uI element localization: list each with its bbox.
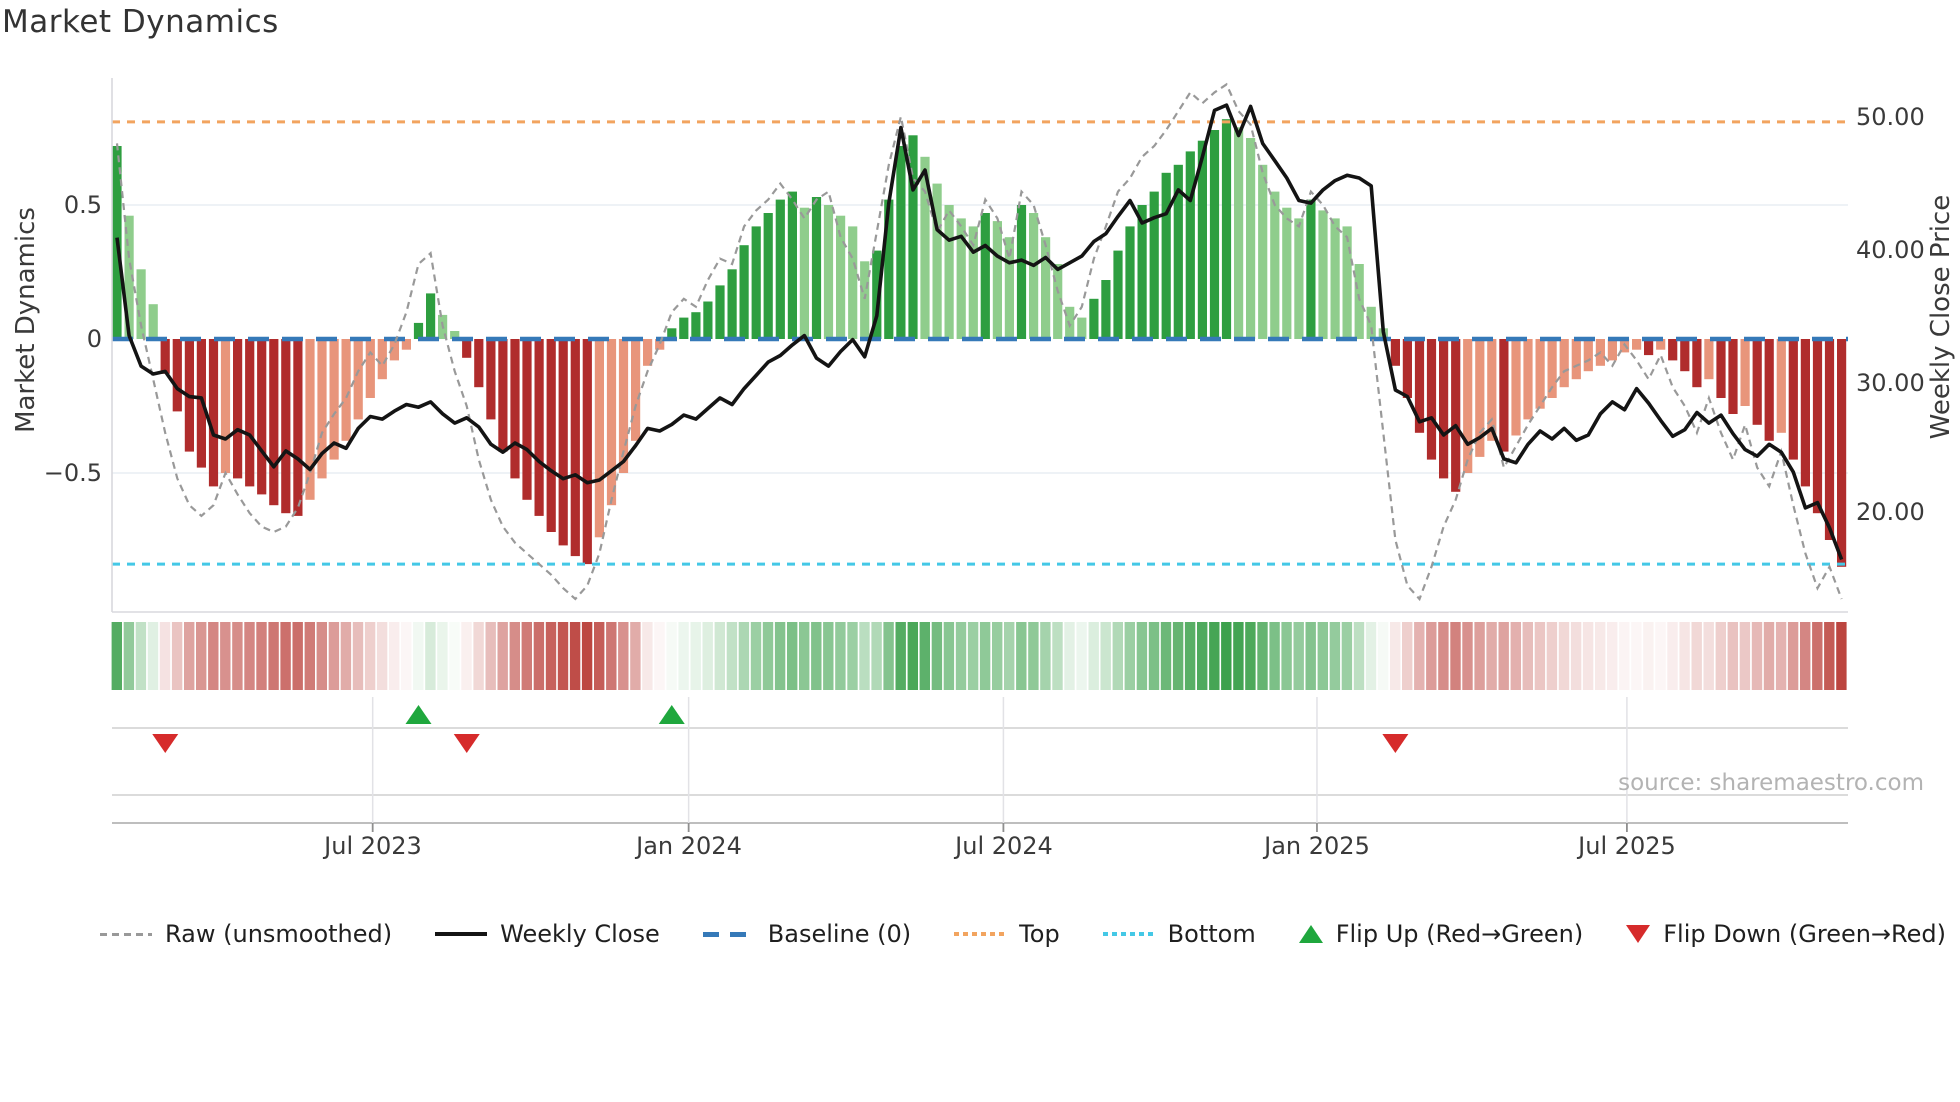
legend-item-bottom: Bottom <box>1102 920 1256 948</box>
chart-legend: Raw (unsmoothed) Weekly Close Baseline (… <box>100 920 1946 948</box>
legend-item-baseline: Baseline (0) <box>702 920 912 948</box>
right-axis-title: Weekly Close Price <box>1926 194 1956 440</box>
left-axis-title: Market Dynamics <box>11 207 41 433</box>
bottom-line-swatch-icon <box>1102 932 1155 936</box>
right-axis-tick-label: 20.00 <box>1856 498 1925 526</box>
legend-label: Weekly Close <box>500 920 660 948</box>
close-line-swatch-icon <box>435 932 488 936</box>
page-title: Market Dynamics <box>2 4 279 40</box>
legend-item-flip-up: Flip Up (Red→Green) <box>1298 920 1584 948</box>
x-axis-tick-label: Jul 2025 <box>1578 832 1676 860</box>
legend-label: Top <box>1019 920 1060 948</box>
legend-item-weekly-close: Weekly Close <box>435 920 660 948</box>
left-axis-tick-label: −0.5 <box>43 459 102 487</box>
top-line-swatch-icon <box>954 932 1007 936</box>
legend-label: Baseline (0) <box>767 920 912 948</box>
x-axis-tick-label: Jan 2025 <box>1264 832 1370 860</box>
left-axis-tick-label: 0.5 <box>63 191 102 219</box>
x-axis-tick-label: Jul 2023 <box>324 832 422 860</box>
source-credit: source: sharemaestro.com <box>1618 770 1924 796</box>
legend-label: Bottom <box>1167 920 1256 948</box>
legend-item-top: Top <box>954 920 1060 948</box>
left-axis-tick-label: 0 <box>86 325 102 353</box>
legend-item-flip-down: Flip Down (Green→Red) <box>1626 920 1946 948</box>
raw-line-swatch-icon <box>100 932 152 936</box>
x-axis-tick-label: Jan 2024 <box>636 832 742 860</box>
baseline-swatch-icon <box>702 931 755 937</box>
x-axis-tick-label: Jul 2024 <box>955 832 1053 860</box>
right-axis-tick-label: 30.00 <box>1856 369 1925 397</box>
legend-label: Flip Up (Red→Green) <box>1335 920 1584 948</box>
right-axis-tick-label: 50.00 <box>1856 103 1925 131</box>
right-axis-tick-label: 40.00 <box>1856 236 1925 264</box>
legend-label: Raw (unsmoothed) <box>165 920 393 948</box>
flip-up-triangle-icon <box>1298 925 1323 943</box>
legend-label: Flip Down (Green→Red) <box>1663 920 1946 948</box>
flip-down-triangle-icon <box>1626 925 1651 943</box>
legend-item-raw: Raw (unsmoothed) <box>100 920 392 948</box>
